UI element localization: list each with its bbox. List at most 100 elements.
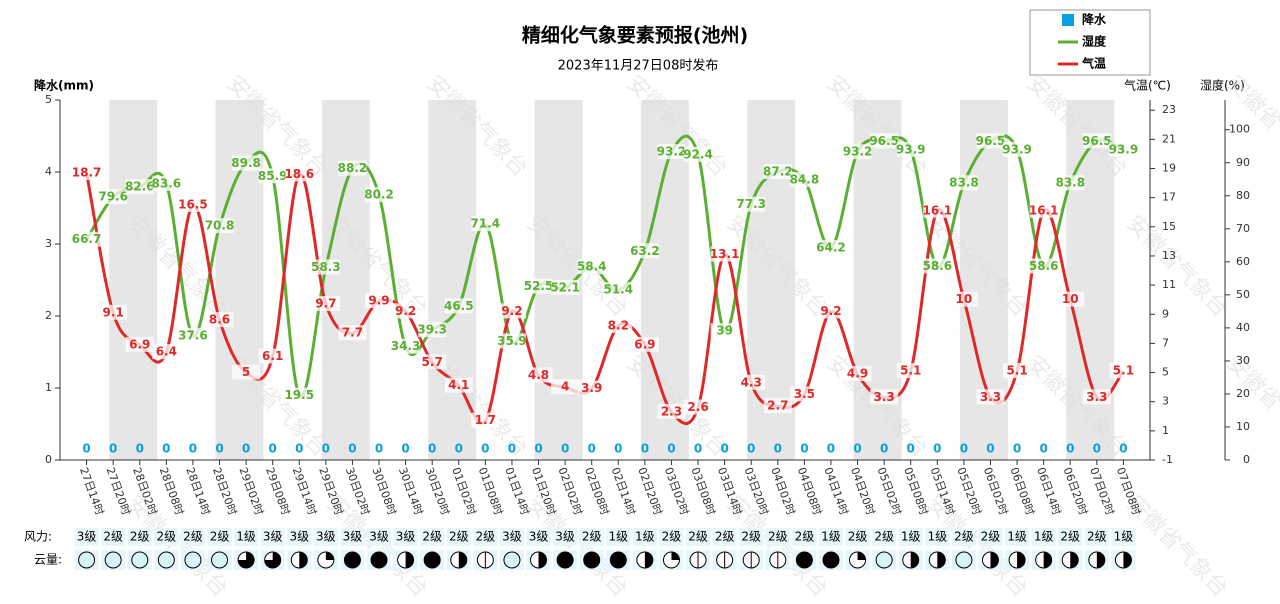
wind-label: 风力:	[24, 530, 52, 544]
y2-tick-label: 15	[1162, 220, 1176, 233]
data-label-bg	[125, 336, 154, 352]
data-label-bg	[737, 196, 766, 212]
data-label: 0	[136, 442, 144, 456]
wind-cell	[765, 528, 790, 546]
data-label: 58.3	[311, 260, 341, 274]
data-label: 88.2	[338, 161, 368, 175]
data-label: 9.9	[368, 294, 389, 308]
data-label: 0	[907, 442, 915, 456]
data-label: 6.4	[156, 345, 177, 359]
cloud-fill	[538, 552, 547, 568]
data-label: 0	[1119, 442, 1127, 456]
cloud-icon	[849, 551, 867, 569]
cloud-icon	[955, 551, 973, 569]
wind-cell	[74, 528, 99, 546]
data-label: 9.1	[103, 305, 124, 319]
data-label-bg	[72, 231, 101, 247]
x-tick-label: 01日08时	[476, 466, 505, 517]
data-label: 3.3	[980, 390, 1001, 404]
data-label: 0	[269, 442, 277, 456]
y2-tick-label: 1	[1162, 424, 1169, 437]
cloud-icon	[370, 551, 388, 569]
cloud-fill	[1017, 552, 1026, 568]
wind-cell	[260, 528, 285, 546]
data-label-bg	[630, 336, 659, 352]
wind-cell	[420, 528, 445, 546]
cloud-icon	[1088, 551, 1106, 569]
wind-value: 2级	[210, 530, 230, 544]
data-label: 52.5	[524, 279, 554, 293]
data-label: 2.3	[661, 404, 682, 418]
data-label: 52.1	[550, 280, 580, 294]
data-label: 0	[162, 442, 170, 456]
data-label: 83.8	[1055, 176, 1085, 190]
data-label: 0	[348, 442, 356, 456]
x-tick-label: 06日20时	[1061, 466, 1090, 517]
wind-value: 2级	[715, 530, 735, 544]
y2-tick-label: 3	[1162, 395, 1169, 408]
data-label: 96.5	[1082, 134, 1112, 148]
cloud-icon	[264, 551, 282, 569]
data-label-bg	[816, 303, 845, 319]
wind-cell	[313, 528, 338, 546]
y3-tick-label: 50	[1236, 288, 1250, 301]
data-label-bg	[205, 218, 234, 234]
x-tick-label: 01日14时	[502, 466, 531, 517]
data-label-bg	[471, 216, 500, 232]
wind-value: 2级	[422, 530, 442, 544]
data-label-bg	[1029, 258, 1058, 274]
cloud-fill	[822, 552, 839, 568]
wind-value: 2级	[848, 530, 868, 544]
wind-value: 3级	[502, 530, 522, 544]
data-label-bg	[338, 160, 367, 176]
cloud-icon	[78, 551, 96, 569]
data-label: 70.8	[205, 219, 235, 233]
x-tick-label: 29日20时	[316, 466, 345, 517]
data-label-bg	[604, 317, 633, 333]
cloud-fill	[344, 552, 361, 568]
data-label-bg	[976, 389, 1005, 405]
cloud-ring	[157, 551, 175, 569]
y3-axis-label: 湿度(%)	[1200, 78, 1245, 93]
data-label-bg	[949, 291, 978, 307]
wind-value: 1级	[927, 530, 947, 544]
wind-cell	[553, 528, 578, 546]
watermark: 安徽省气象台	[1122, 211, 1233, 322]
data-label: 6.9	[129, 337, 150, 351]
data-label: 0	[986, 442, 994, 456]
data-label-bg	[178, 196, 207, 212]
x-tick-label: 04日14时	[821, 466, 850, 517]
data-label: 8.2	[608, 318, 629, 332]
data-label: 0	[1039, 442, 1047, 456]
wind-cell	[898, 528, 923, 546]
cloud-fill	[325, 552, 334, 560]
cloud-icon	[716, 551, 734, 569]
y3-tick-label: 0	[1243, 453, 1250, 466]
y-tick-label: 4	[45, 165, 52, 178]
data-label-bg	[258, 168, 287, 184]
data-label: 0	[933, 442, 941, 456]
cloud-icon	[822, 551, 840, 569]
data-label: 0	[853, 442, 861, 456]
data-label: 18.7	[72, 165, 102, 179]
y3-tick-label: 10	[1236, 420, 1250, 433]
x-tick-label: 06日02时	[981, 466, 1010, 517]
data-label-bg	[1056, 291, 1085, 307]
cloud-fill	[937, 552, 946, 568]
wind-value: 1级	[1114, 530, 1134, 544]
data-label: 4.1	[448, 378, 469, 392]
cloud-icon	[317, 551, 335, 569]
data-label-bg	[551, 279, 580, 295]
data-label: 39.3	[417, 323, 447, 337]
data-label-bg	[1056, 175, 1085, 191]
data-label-bg	[444, 298, 473, 314]
data-label: 96.5	[976, 134, 1006, 148]
y2-tick-label: 21	[1162, 132, 1176, 145]
cloud-icon	[131, 551, 149, 569]
cloud-fill	[264, 552, 281, 568]
data-label-bg	[870, 133, 899, 149]
data-label: 0	[189, 442, 197, 456]
data-label: 0	[960, 442, 968, 456]
data-label-bg	[152, 175, 181, 191]
wind-cell	[792, 528, 817, 546]
